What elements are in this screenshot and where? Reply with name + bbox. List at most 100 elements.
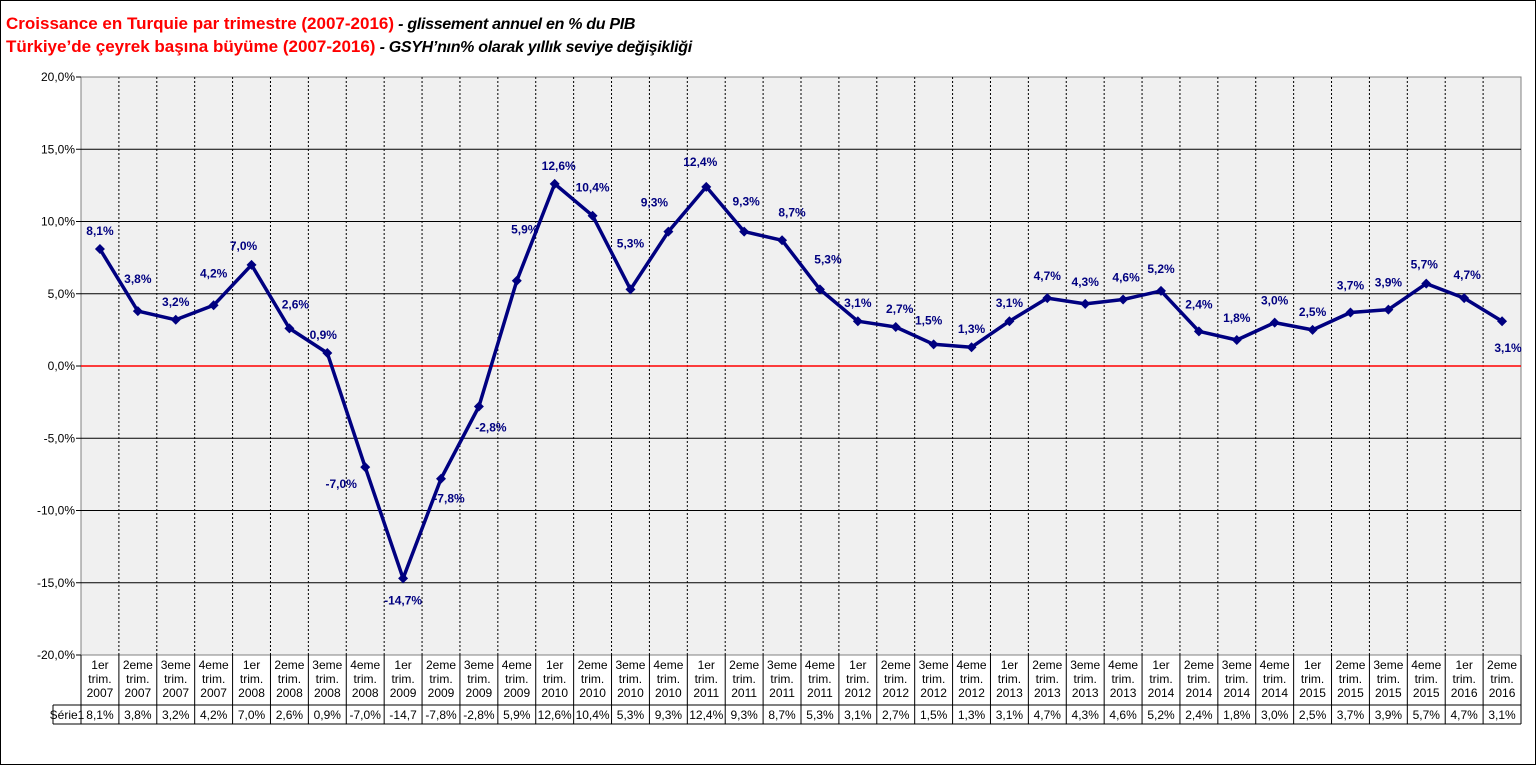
- x-category-label: trim.: [998, 672, 1021, 686]
- data-label: 10,4%: [576, 181, 610, 195]
- x-category-label: trim.: [657, 672, 680, 686]
- x-category-label: 2012: [844, 686, 871, 700]
- x-category-label: 2eme: [426, 658, 456, 672]
- table-value-cell: 4,6%: [1109, 708, 1137, 722]
- series-line: [98, 182, 1504, 581]
- data-point-marker: [1156, 285, 1166, 296]
- data-point-marker: [284, 323, 295, 334]
- data-point-marker: [1118, 294, 1129, 305]
- title-line-1: Croissance en Turquie par trimestre (200…: [6, 13, 692, 36]
- x-category-label: 1er: [1455, 658, 1472, 672]
- table-series-name: Série1: [50, 708, 85, 722]
- data-point-marker: [549, 178, 560, 189]
- y-tick-label: -20,0%: [37, 648, 75, 662]
- title-main-fr: Croissance en Turquie par trimestre (200…: [6, 14, 395, 33]
- x-category-label: trim.: [1339, 672, 1362, 686]
- x-category-label: 1er: [243, 658, 260, 672]
- x-category-label: 2008: [314, 686, 341, 700]
- data-label: 5,7%: [1411, 258, 1439, 272]
- x-category-label: 2eme: [729, 658, 759, 672]
- table-value-cell: 3,8%: [124, 708, 152, 722]
- x-category-label: 3eme: [312, 658, 342, 672]
- x-category-label: trim.: [1074, 672, 1097, 686]
- x-category-label: 2eme: [1184, 658, 1214, 672]
- data-point-marker: [1080, 298, 1091, 309]
- table-value-cell: 3,7%: [1337, 708, 1365, 722]
- x-category-label: 2014: [1261, 686, 1288, 700]
- data-label: 3,8%: [124, 272, 152, 286]
- x-category-label: trim.: [1452, 672, 1475, 686]
- data-label: 4,2%: [200, 266, 228, 280]
- x-category-label: trim.: [1111, 672, 1134, 686]
- title-sub-tr: - GSYH’nın% olarak yıllık seviye değişik…: [375, 39, 693, 56]
- x-category-label: 4eme: [957, 658, 987, 672]
- x-category-label: 1er: [1001, 658, 1018, 672]
- y-tick-label: 10,0%: [41, 215, 75, 229]
- table-value-cell: 4,3%: [1072, 708, 1100, 722]
- x-category-label: trim.: [1377, 672, 1400, 686]
- x-category-label: 2015: [1413, 686, 1440, 700]
- x-category-label: 3eme: [161, 658, 191, 672]
- x-category-label: 1er: [698, 658, 715, 672]
- x-category-label: 2016: [1489, 686, 1516, 700]
- x-category-label: 3eme: [767, 658, 797, 672]
- x-category-label: trim.: [1301, 672, 1324, 686]
- y-tick-label: 5,0%: [48, 287, 76, 301]
- x-category-label: 4eme: [199, 658, 229, 672]
- data-label: 9,3%: [732, 195, 760, 209]
- data-label: 3,0%: [1261, 294, 1289, 308]
- x-category-label: 2010: [655, 686, 682, 700]
- x-category-label: trim.: [316, 672, 339, 686]
- x-category-label: 2011: [807, 686, 833, 700]
- y-tick-label: 0,0%: [48, 359, 76, 373]
- data-point-marker: [170, 314, 181, 325]
- x-category-label: 2011: [693, 686, 719, 700]
- x-category-label: 2007: [200, 686, 227, 700]
- table-value-cell: 10,4%: [576, 708, 610, 722]
- y-tick-label: 20,0%: [41, 70, 75, 84]
- table-value-cell: 4,7%: [1034, 708, 1062, 722]
- data-point-marker: [94, 243, 105, 254]
- table-value-cell: 7,0%: [238, 708, 266, 722]
- table-value-cell: 9,3%: [730, 708, 758, 722]
- table-value-cell: 2,4%: [1185, 708, 1213, 722]
- x-category-label: 2011: [731, 686, 757, 700]
- x-category-label: 3eme: [615, 658, 645, 672]
- x-category-label: 2008: [352, 686, 379, 700]
- x-category-label: 2eme: [578, 658, 608, 672]
- x-category-label: trim.: [391, 672, 414, 686]
- y-tick-label: -10,0%: [37, 504, 75, 518]
- data-label: -7,8%: [433, 492, 465, 506]
- x-category-label: 2014: [1186, 686, 1213, 700]
- x-category-label: trim.: [846, 672, 869, 686]
- table-value-cell: 1,3%: [958, 708, 986, 722]
- data-point-marker: [1269, 317, 1280, 328]
- data-label: 2,6%: [282, 297, 310, 311]
- data-point-marker: [1004, 316, 1015, 327]
- x-category-label: trim.: [543, 672, 566, 686]
- x-category-label: 3eme: [464, 658, 494, 672]
- table-value-cell: 1,8%: [1223, 708, 1251, 722]
- data-label: 2,4%: [1185, 297, 1213, 311]
- x-category-label: 2007: [87, 686, 114, 700]
- table-value-cell: 1,5%: [920, 708, 948, 722]
- x-category-label: 2015: [1337, 686, 1364, 700]
- table-value-cell: 5,9%: [503, 708, 531, 722]
- data-point-marker: [739, 226, 750, 237]
- y-tick-label: -15,0%: [37, 576, 75, 590]
- x-category-label: trim.: [164, 672, 187, 686]
- data-label: 2,5%: [1299, 305, 1327, 319]
- x-category-label: trim.: [1187, 672, 1210, 686]
- data-label: 1,8%: [1223, 311, 1251, 325]
- data-point-marker: [132, 306, 143, 317]
- data-label: 1,5%: [915, 313, 943, 327]
- data-label: -7,0%: [326, 477, 358, 491]
- y-tick-label: 15,0%: [41, 142, 75, 156]
- data-point-marker: [1497, 316, 1508, 327]
- data-point-marker: [322, 347, 333, 358]
- x-category-label: trim.: [770, 672, 793, 686]
- data-point-marker: [1042, 293, 1053, 304]
- data-point-marker: [890, 321, 901, 332]
- x-category-label: 2eme: [881, 658, 911, 672]
- x-category-label: 1er: [546, 658, 563, 672]
